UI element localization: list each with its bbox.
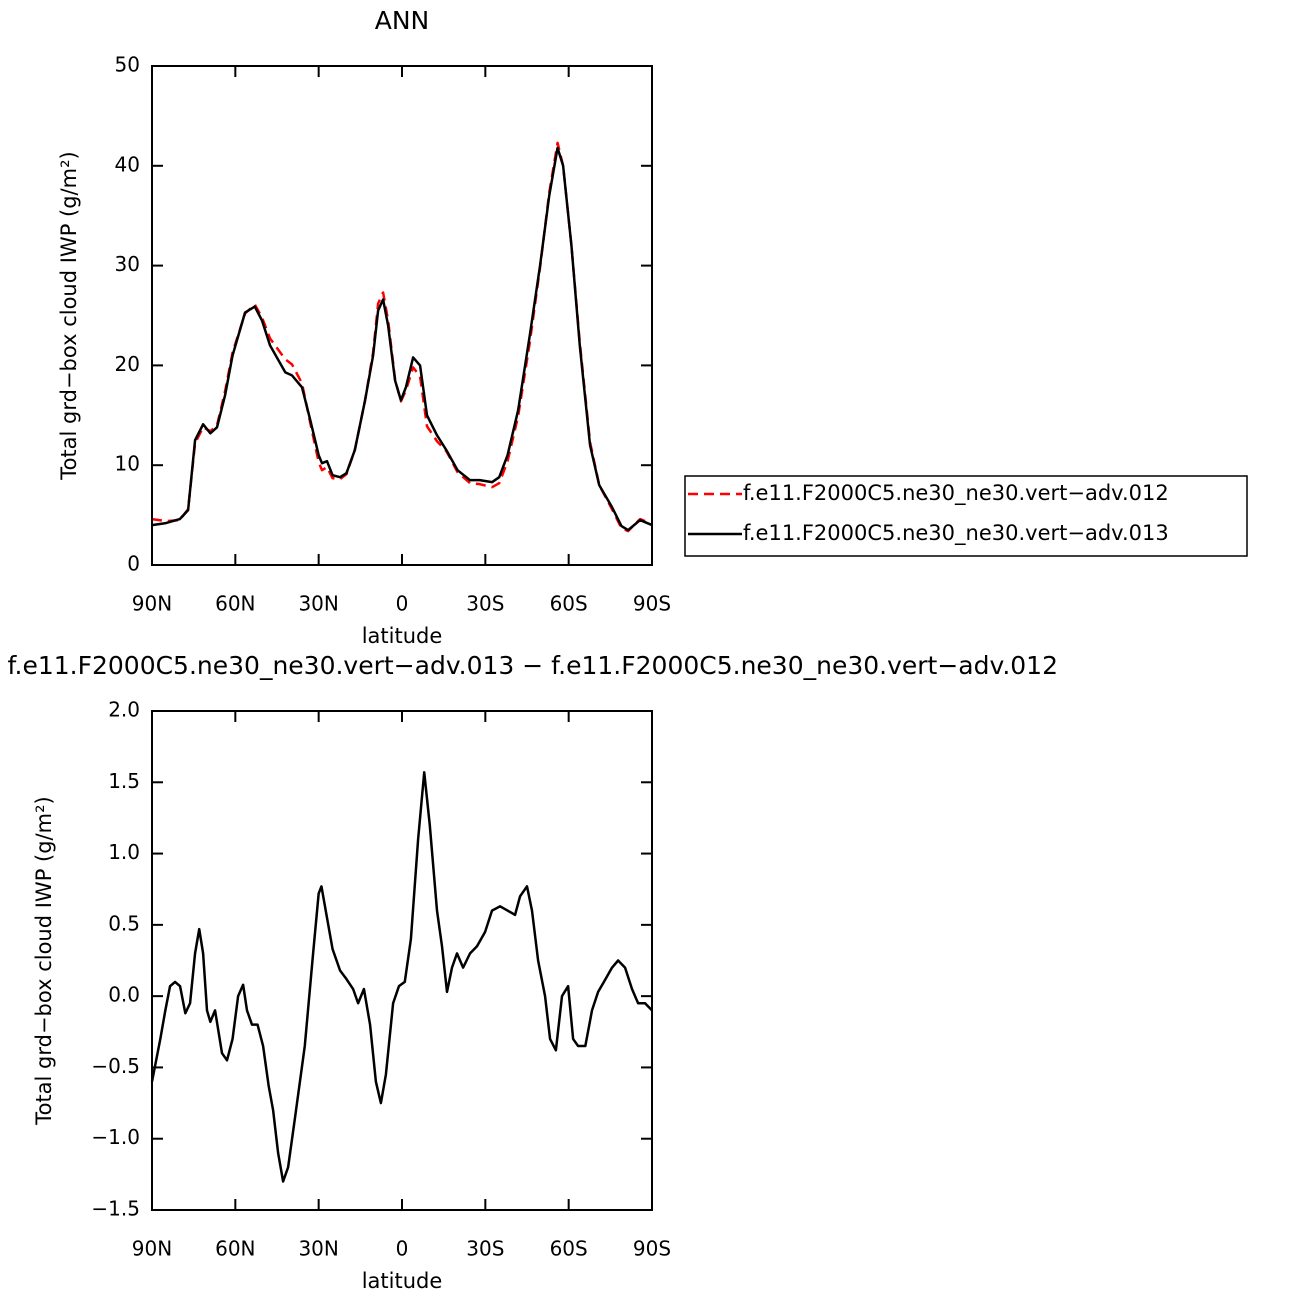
x-tick-label: 0 <box>396 592 409 616</box>
legend-label: f.e11.F2000C5.ne30_ne30.vert−adv.012 <box>743 481 1169 506</box>
x-tick-label: 30N <box>298 1237 338 1261</box>
plot-frame <box>151 710 653 1211</box>
y-tick-label: 20 <box>115 352 140 376</box>
legend-label: f.e11.F2000C5.ne30_ne30.vert−adv.013 <box>743 521 1169 546</box>
y-tick-label: 40 <box>115 152 140 176</box>
x-tick-label: 60N <box>215 1237 255 1261</box>
y-tick-label: 0.5 <box>108 911 140 935</box>
x-tick-label: 30N <box>298 592 338 616</box>
x-tick-label: 30S <box>466 1237 504 1261</box>
y-tick-label: 0.0 <box>108 983 140 1007</box>
x-tick-label: 90S <box>633 1237 671 1261</box>
x-axis-label: latitude <box>362 1269 443 1293</box>
y-tick-label: 0 <box>127 552 140 576</box>
y-tick-label: 1.5 <box>108 769 140 793</box>
x-tick-label: 60N <box>215 592 255 616</box>
x-tick-label: 60S <box>550 592 588 616</box>
y-tick-label: 50 <box>115 53 140 77</box>
series-line <box>151 146 653 532</box>
chart-title: f.e11.F2000C5.ne30_ne30.vert−adv.013 − f… <box>8 651 1058 680</box>
y-tick-label: −0.5 <box>91 1054 140 1078</box>
y-axis-label: Total grd−box cloud IWP (g/m²) <box>32 796 56 1125</box>
chart-title: ANN <box>375 6 430 35</box>
legend-box <box>684 475 1248 557</box>
x-tick-label: 0 <box>396 1237 409 1261</box>
x-tick-label: 90N <box>132 1237 172 1261</box>
series-line <box>151 141 653 533</box>
x-tick-label: 30S <box>466 592 504 616</box>
y-tick-label: 10 <box>115 452 140 476</box>
y-axis-label: Total grd−box cloud IWP (g/m²) <box>57 151 81 480</box>
x-axis-label: latitude <box>362 624 443 648</box>
y-tick-label: 2.0 <box>108 698 140 722</box>
y-tick-label: 1.0 <box>108 840 140 864</box>
y-tick-label: −1.0 <box>91 1125 140 1149</box>
series-line <box>150 771 653 1183</box>
x-tick-label: 60S <box>550 1237 588 1261</box>
y-tick-label: −1.5 <box>91 1197 140 1221</box>
x-tick-label: 90N <box>132 592 172 616</box>
x-tick-label: 90S <box>633 592 671 616</box>
y-tick-label: 30 <box>115 252 140 276</box>
